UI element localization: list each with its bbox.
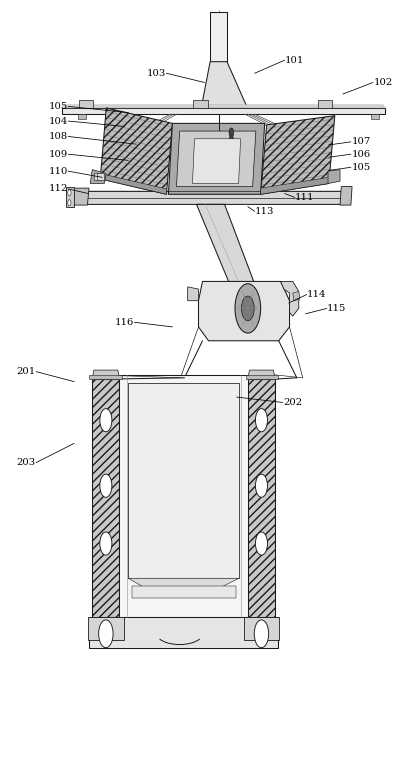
Polygon shape bbox=[261, 116, 335, 194]
Polygon shape bbox=[192, 139, 241, 183]
Polygon shape bbox=[261, 177, 329, 194]
Circle shape bbox=[255, 474, 267, 497]
Circle shape bbox=[255, 532, 267, 555]
Polygon shape bbox=[92, 379, 119, 617]
Polygon shape bbox=[62, 105, 385, 108]
Polygon shape bbox=[210, 12, 227, 62]
Text: 107: 107 bbox=[351, 137, 371, 146]
Polygon shape bbox=[281, 281, 299, 316]
Polygon shape bbox=[340, 187, 352, 205]
Polygon shape bbox=[188, 287, 198, 301]
Polygon shape bbox=[88, 617, 124, 640]
Polygon shape bbox=[62, 108, 385, 114]
Circle shape bbox=[99, 620, 113, 648]
Text: 111: 111 bbox=[295, 193, 314, 202]
Polygon shape bbox=[201, 62, 247, 108]
Polygon shape bbox=[128, 578, 239, 598]
Polygon shape bbox=[90, 170, 106, 183]
Polygon shape bbox=[89, 617, 278, 648]
Text: 112: 112 bbox=[49, 184, 68, 194]
Circle shape bbox=[100, 409, 112, 432]
Polygon shape bbox=[248, 379, 275, 617]
Circle shape bbox=[241, 296, 254, 321]
Circle shape bbox=[229, 136, 234, 145]
Polygon shape bbox=[79, 100, 93, 108]
Circle shape bbox=[254, 620, 269, 648]
Text: 202: 202 bbox=[283, 398, 302, 407]
Circle shape bbox=[215, 148, 222, 160]
Polygon shape bbox=[176, 131, 256, 187]
Polygon shape bbox=[168, 123, 265, 194]
Circle shape bbox=[100, 532, 112, 555]
Text: 106: 106 bbox=[351, 150, 371, 159]
Polygon shape bbox=[119, 375, 248, 617]
Polygon shape bbox=[244, 617, 279, 640]
Circle shape bbox=[68, 190, 71, 196]
Text: 113: 113 bbox=[255, 207, 274, 216]
Polygon shape bbox=[293, 291, 300, 301]
Circle shape bbox=[68, 200, 71, 206]
Text: 105: 105 bbox=[49, 102, 68, 111]
Polygon shape bbox=[89, 375, 122, 379]
Polygon shape bbox=[94, 173, 101, 180]
Text: 101: 101 bbox=[285, 56, 304, 65]
Polygon shape bbox=[100, 108, 172, 194]
Polygon shape bbox=[193, 100, 208, 108]
Text: 116: 116 bbox=[115, 318, 134, 327]
Polygon shape bbox=[328, 170, 340, 183]
Polygon shape bbox=[318, 100, 332, 108]
Text: 201: 201 bbox=[16, 367, 36, 376]
Polygon shape bbox=[198, 281, 290, 341]
Polygon shape bbox=[371, 114, 379, 119]
Circle shape bbox=[100, 474, 112, 497]
Polygon shape bbox=[92, 370, 119, 379]
Circle shape bbox=[229, 128, 234, 137]
Polygon shape bbox=[248, 370, 275, 379]
Polygon shape bbox=[80, 191, 347, 204]
Text: 110: 110 bbox=[49, 167, 68, 176]
Text: 103: 103 bbox=[147, 69, 166, 78]
Circle shape bbox=[255, 409, 267, 432]
Polygon shape bbox=[132, 586, 236, 598]
Polygon shape bbox=[66, 187, 74, 207]
Polygon shape bbox=[72, 188, 89, 205]
Polygon shape bbox=[246, 375, 278, 379]
Text: 105: 105 bbox=[351, 163, 371, 172]
Polygon shape bbox=[97, 173, 104, 180]
Text: 115: 115 bbox=[327, 304, 346, 313]
Polygon shape bbox=[78, 114, 86, 119]
Text: 109: 109 bbox=[49, 150, 68, 159]
Polygon shape bbox=[100, 173, 166, 194]
Text: 203: 203 bbox=[16, 458, 36, 467]
Text: 108: 108 bbox=[49, 132, 68, 141]
Polygon shape bbox=[128, 383, 239, 578]
Text: 102: 102 bbox=[373, 78, 393, 87]
Circle shape bbox=[235, 284, 261, 333]
Polygon shape bbox=[196, 204, 257, 301]
Text: 104: 104 bbox=[49, 116, 68, 126]
Text: 114: 114 bbox=[307, 290, 326, 299]
